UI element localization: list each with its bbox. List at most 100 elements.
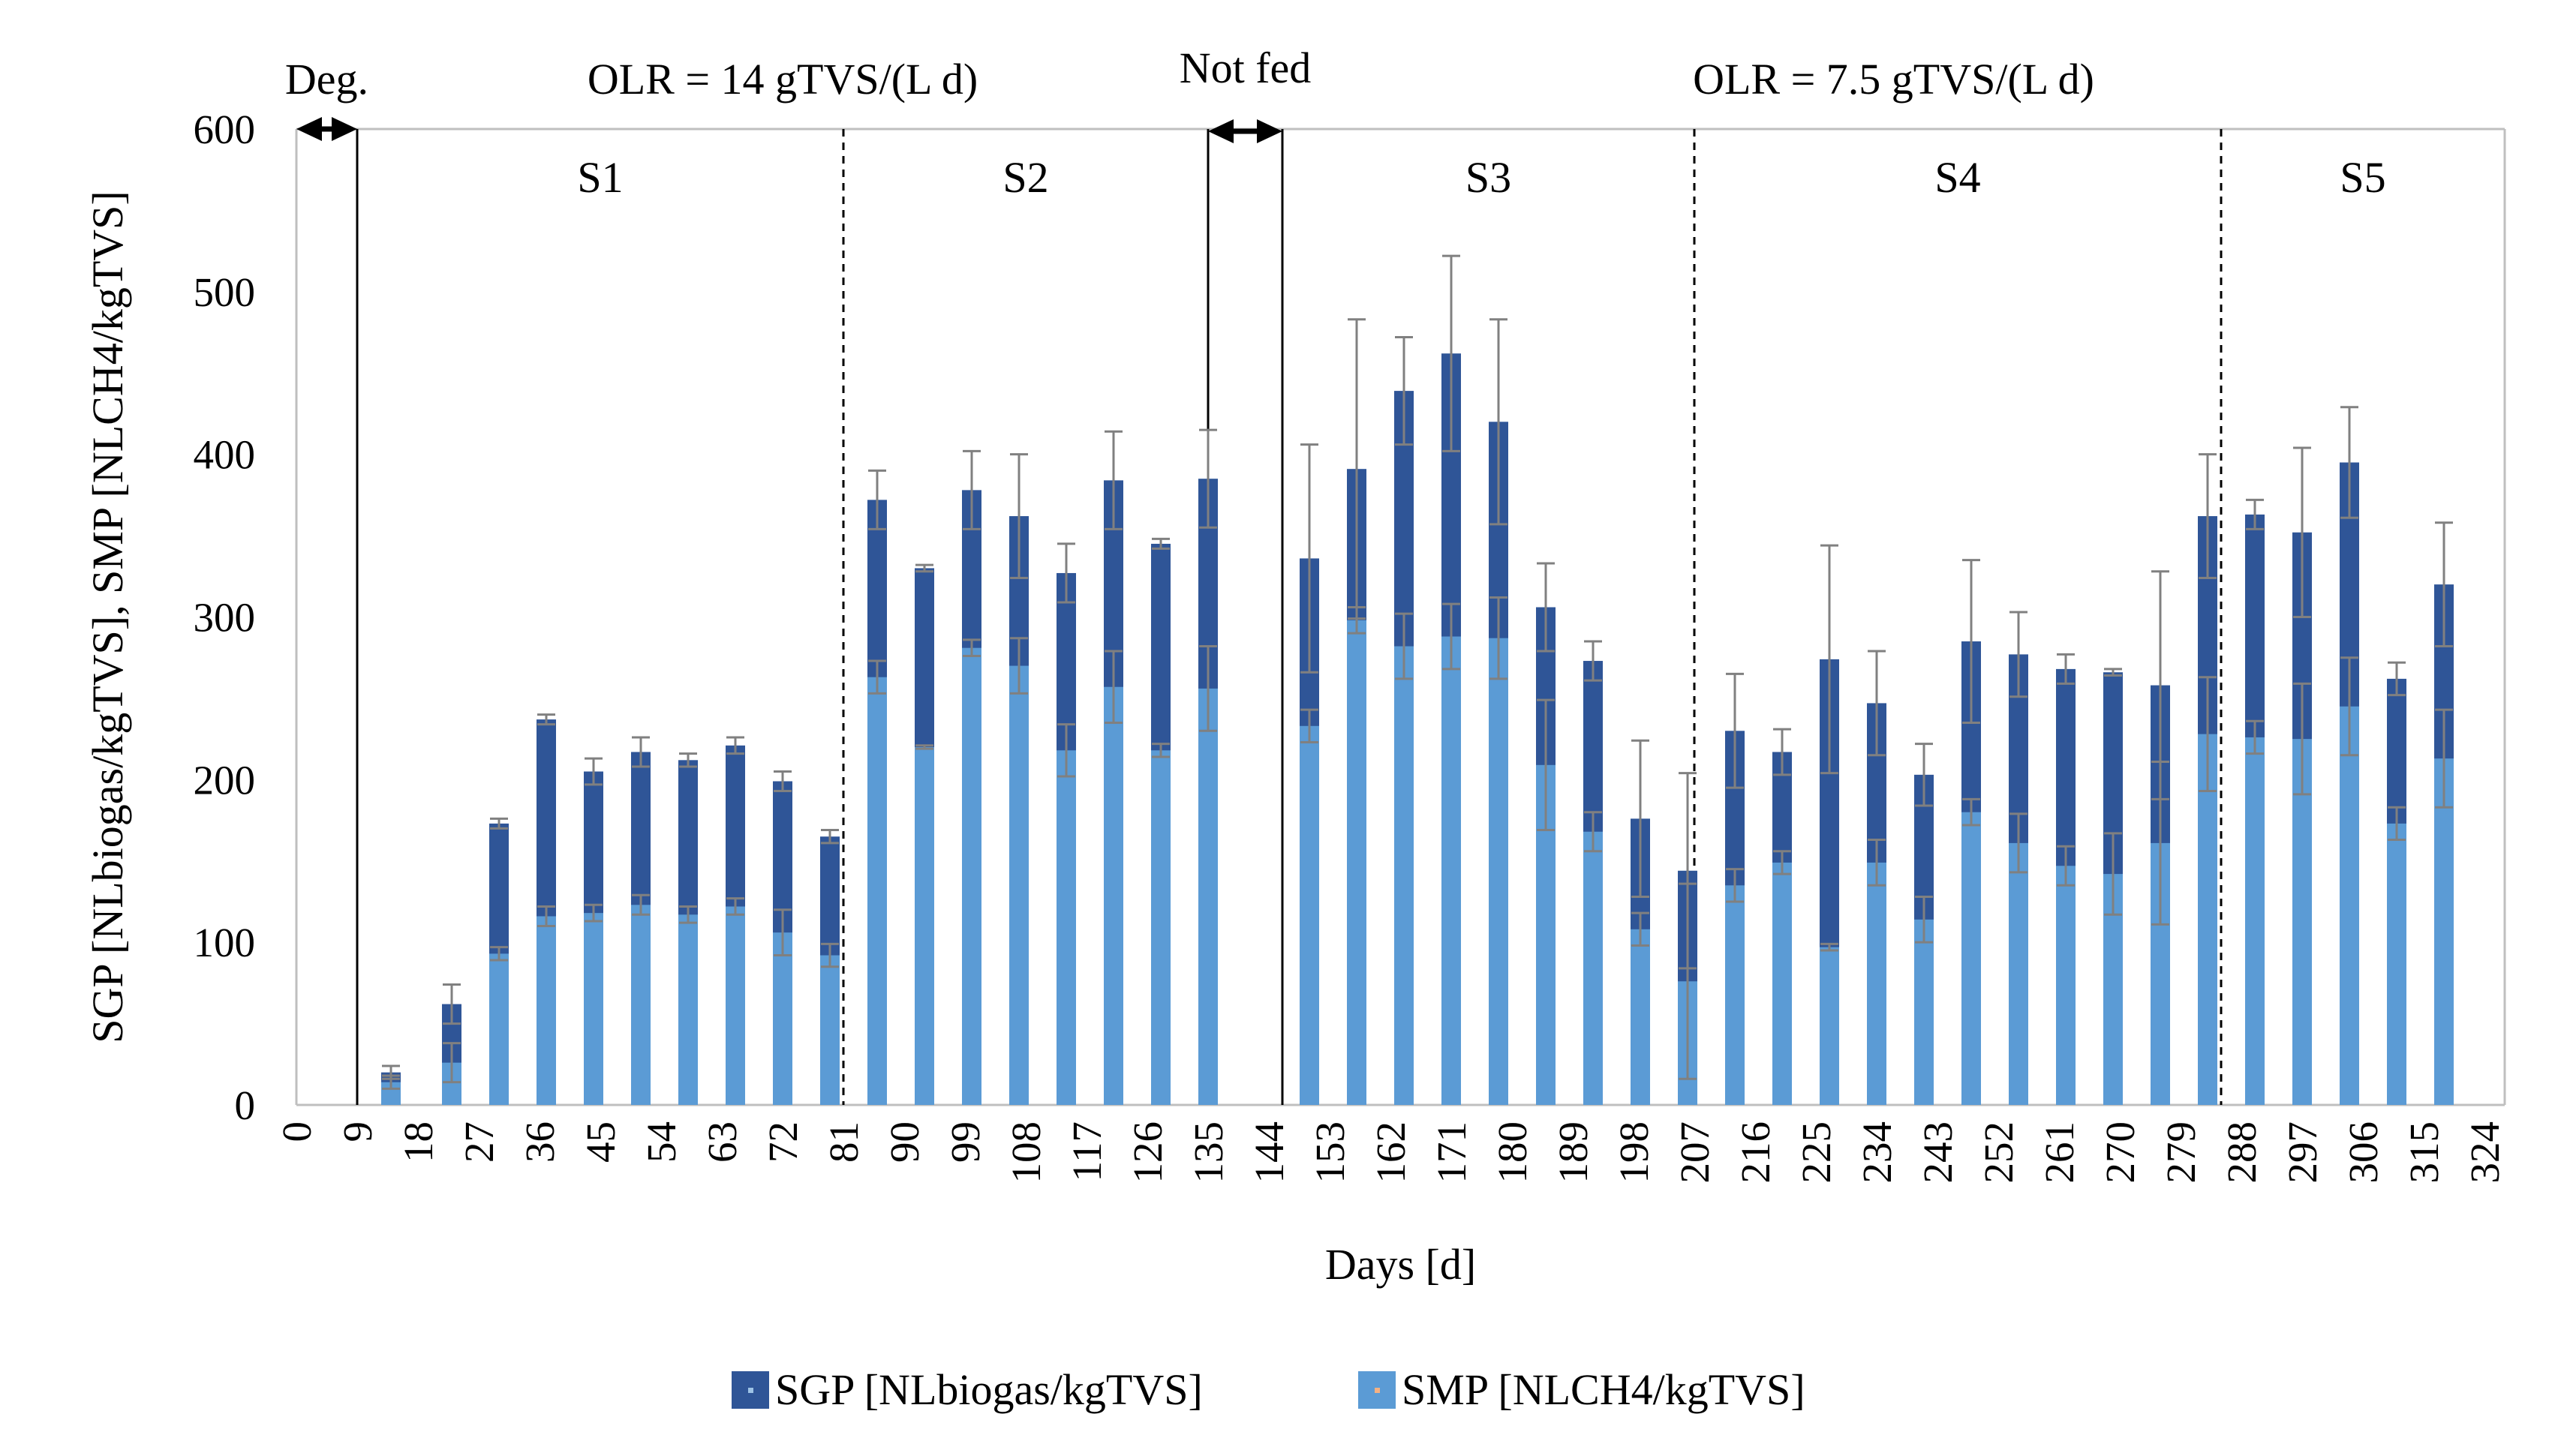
legend-swatch-marker xyxy=(748,1388,753,1393)
x-tick-label: 252 xyxy=(1976,1121,2021,1184)
y-tick-label: 100 xyxy=(194,920,256,965)
x-tick-label: 171 xyxy=(1429,1121,1474,1184)
smp-bar xyxy=(1489,638,1508,1105)
smp-bar xyxy=(1104,686,1123,1105)
x-tick-label: 0 xyxy=(274,1121,320,1142)
smp-bar xyxy=(1151,750,1171,1105)
y-tick-label: 400 xyxy=(194,432,256,478)
x-tick-label: 45 xyxy=(578,1121,624,1163)
period-label: Not fed xyxy=(1180,44,1312,92)
x-tick-label: 279 xyxy=(2158,1121,2204,1184)
x-tick-label: 234 xyxy=(1854,1121,1900,1184)
x-tick-label: 180 xyxy=(1489,1121,1535,1184)
x-tick-label: 297 xyxy=(2280,1121,2325,1184)
smp-bar xyxy=(915,746,934,1105)
smp-bar xyxy=(1347,620,1366,1105)
x-tick-label: 9 xyxy=(335,1121,380,1142)
smp-bar xyxy=(1631,929,1650,1105)
x-tick-label: 261 xyxy=(2036,1121,2082,1184)
x-tick-label: 126 xyxy=(1125,1121,1171,1184)
smp-bar xyxy=(2387,823,2406,1105)
x-tick-label: 99 xyxy=(942,1121,988,1163)
y-tick-label: 200 xyxy=(194,757,256,803)
x-axis-label: Days [d] xyxy=(1325,1240,1476,1289)
x-tick-label: 72 xyxy=(760,1121,806,1163)
x-tick-label: 153 xyxy=(1307,1121,1353,1184)
stage-label: S4 xyxy=(1934,153,1980,202)
stage-label: S2 xyxy=(1002,153,1048,202)
x-tick-label: 18 xyxy=(395,1121,441,1163)
smp-bar xyxy=(1057,750,1076,1105)
arrow-head-right xyxy=(332,117,357,141)
smp-bar xyxy=(2292,739,2312,1105)
x-tick-label: 306 xyxy=(2340,1121,2386,1184)
smp-bar xyxy=(1961,812,1981,1105)
x-tick-label: 315 xyxy=(2401,1121,2447,1184)
smp-bar xyxy=(1441,636,1461,1105)
x-tick-label: 63 xyxy=(699,1121,745,1163)
smp-bar xyxy=(1820,947,1839,1105)
y-tick-label: 300 xyxy=(194,595,256,641)
y-tick-label: 500 xyxy=(194,269,256,315)
legend-swatch-marker xyxy=(1375,1388,1380,1393)
x-tick-label: 144 xyxy=(1246,1121,1292,1184)
smp-bar xyxy=(489,953,509,1105)
stage-label: S3 xyxy=(1465,153,1511,202)
x-tick-label: 36 xyxy=(517,1121,563,1163)
smp-bar xyxy=(1772,862,1792,1105)
x-tick-label: 225 xyxy=(1793,1121,1839,1184)
legend-label: SMP [NLCH4/kgTVS] xyxy=(1402,1365,1805,1414)
legend-label: SGP [NLbiogas/kgTVS] xyxy=(775,1365,1203,1414)
smp-bar xyxy=(2056,866,2076,1105)
smp-bar xyxy=(962,647,981,1105)
arrow-head-left xyxy=(296,117,322,141)
smp-bar xyxy=(2434,758,2454,1105)
x-tick-label: 324 xyxy=(2462,1121,2508,1184)
smp-bar xyxy=(1394,646,1414,1105)
smp-bar xyxy=(2245,737,2265,1105)
x-tick-label: 198 xyxy=(1611,1121,1657,1184)
x-tick-label: 207 xyxy=(1672,1121,1718,1184)
smp-bar xyxy=(537,916,556,1105)
x-tick-label: 189 xyxy=(1550,1121,1596,1184)
y-tick-label: 0 xyxy=(235,1082,256,1128)
x-tick-label: 243 xyxy=(1915,1121,1961,1184)
smp-bar xyxy=(1867,862,1886,1105)
smp-bar xyxy=(1300,725,1319,1105)
x-tick-label: 54 xyxy=(639,1121,684,1163)
smp-bar xyxy=(678,914,698,1105)
x-tick-label: 135 xyxy=(1186,1121,1231,1184)
smp-bar xyxy=(726,906,745,1105)
smp-bar xyxy=(1583,831,1603,1105)
x-tick-label: 81 xyxy=(821,1121,867,1163)
y-tick-label: 600 xyxy=(194,107,256,152)
period-label: Deg. xyxy=(285,55,368,104)
arrow-head-left xyxy=(1208,119,1234,143)
x-tick-label: 270 xyxy=(2097,1121,2143,1184)
x-tick-label: 162 xyxy=(1368,1121,1414,1184)
smp-bar xyxy=(631,905,651,1105)
smp-bar xyxy=(2340,706,2359,1105)
x-tick-label: 108 xyxy=(1003,1121,1049,1184)
smp-bar xyxy=(1198,688,1218,1105)
x-tick-label: 117 xyxy=(1064,1121,1110,1181)
smp-bar xyxy=(1725,885,1745,1105)
x-tick-label: 90 xyxy=(882,1121,927,1163)
x-tick-label: 288 xyxy=(2219,1121,2265,1184)
x-tick-label: 27 xyxy=(456,1121,502,1163)
x-tick-label: 216 xyxy=(1733,1121,1778,1184)
smp-bar xyxy=(2009,842,2028,1105)
y-axis-label: SGP [NLbiogas/kgTVS], SMP [NLCH4/kgTVS] xyxy=(83,191,132,1043)
smp-bar xyxy=(820,955,840,1105)
smp-bar xyxy=(1914,919,1934,1105)
smp-bar xyxy=(773,932,792,1105)
smp-bar xyxy=(2198,734,2217,1105)
smp-bar xyxy=(1009,665,1029,1105)
arrow-head-right xyxy=(1257,119,1282,143)
period-label: OLR = 7.5 gTVS/(L d) xyxy=(1693,55,2094,104)
smp-bar xyxy=(867,677,887,1105)
stage-label: S5 xyxy=(2340,153,2385,202)
stage-label: S1 xyxy=(577,153,623,202)
